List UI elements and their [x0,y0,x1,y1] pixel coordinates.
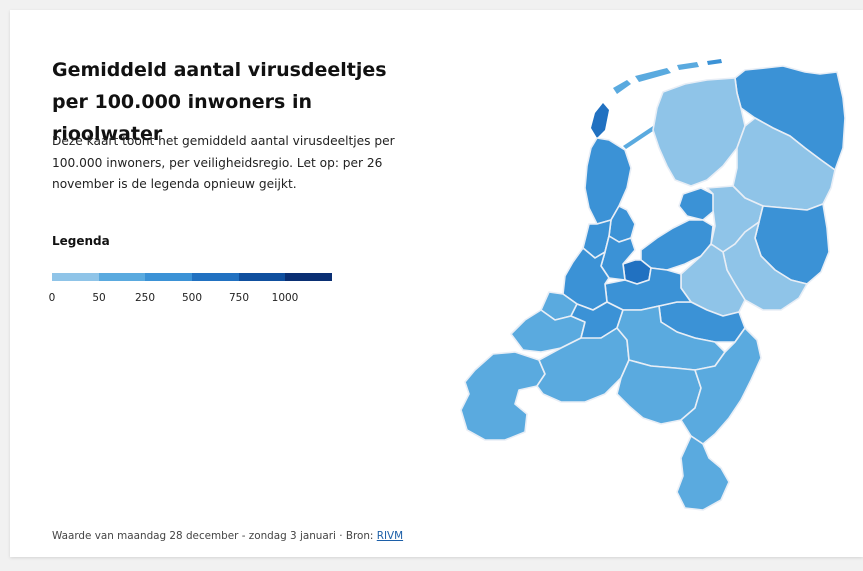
legend-swatch-3 [192,273,239,281]
island-terschelling [635,68,671,82]
footer-source: Waarde van maandag 28 december - zondag … [52,530,403,542]
island-ameland [677,62,699,70]
legend-tick-0: 0 [48,292,56,304]
region-noordoostpolder: Noordoostpolder [678,187,716,221]
island-vlieland [613,80,631,94]
legend-tick-250: 250 [134,292,156,304]
legend-swatch-2 [145,273,193,281]
netherlands-choropleth-map: Groningen Friesland Drenthe Noordoostpol… [460,59,846,511]
island-schiermonnikoog [707,59,722,65]
legend-color-scale [52,273,333,281]
legend-swatch-4 [238,273,286,281]
map-description: Deze kaart toont het gemiddeld aantal vi… [52,134,395,191]
source-link-rivm[interactable]: RIVM [376,530,404,542]
legend-swatch-1 [98,273,146,281]
legend-tick-500: 500 [181,292,203,304]
region-friesland: Friesland [652,77,746,187]
footer-text: Waarde van maandag 28 december - zondag … [52,530,377,542]
legend-swatch-5 [285,273,333,281]
region-zeeland: Zeeland [460,351,546,441]
chart-title: Gemiddeld aantal virusdeeltjes per 100.0… [52,59,387,145]
legend-swatch-0 [52,273,99,281]
island-texel [591,103,609,138]
region-limburg-zuid: Limburg-Zuid [676,435,730,511]
legend-title: Legenda [52,234,110,248]
legend-tick-750: 750 [228,292,250,304]
legend-tick-1000: 1000 [271,292,299,304]
afsluitdijk [623,126,656,149]
region-limburg-noord: Limburg-Noord [680,327,762,445]
legend-tick-50: 50 [92,292,106,304]
map-card: Gemiddeld aantal virusdeeltjes per 100.0… [10,10,863,557]
